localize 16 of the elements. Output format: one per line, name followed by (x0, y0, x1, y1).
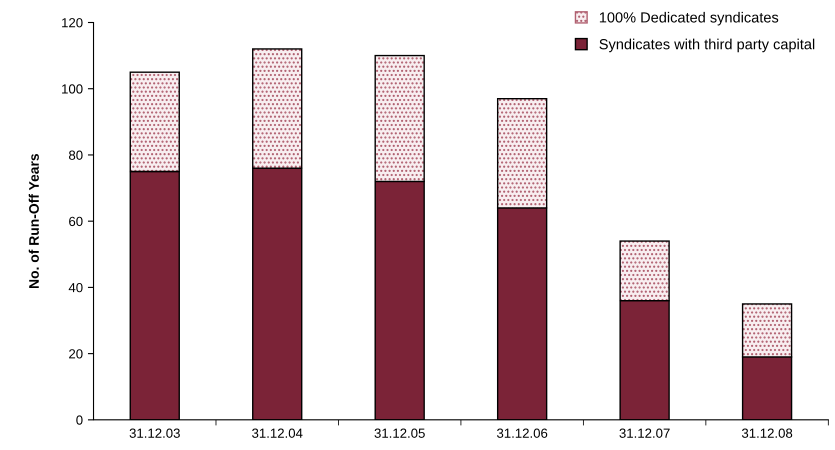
x-tick-label: 31.12.04 (252, 428, 303, 438)
y-tick-label: 0 (76, 415, 83, 425)
y-tick-label: 80 (69, 150, 83, 160)
x-tick-label: 31.12.08 (742, 428, 792, 438)
y-axis-title: No. of Run-Off Years (28, 154, 39, 288)
y-tick-label: 100 (62, 84, 83, 94)
y-tick-label: 40 (68, 282, 83, 292)
legend-label: 100% Dedicated syndicates (600, 12, 778, 26)
legend-label: Syndicates with third party capital (599, 38, 814, 52)
x-tick-label: 31.12.07 (619, 428, 670, 438)
y-tick-label: 20 (69, 349, 83, 359)
x-tick-label: 31.12.03 (130, 428, 180, 438)
y-tick-label: 60 (69, 216, 83, 226)
x-tick-label: 31.12.05 (374, 428, 425, 438)
x-tick-label: 31.12.06 (496, 428, 548, 438)
y-tick-label: 120 (62, 18, 83, 28)
